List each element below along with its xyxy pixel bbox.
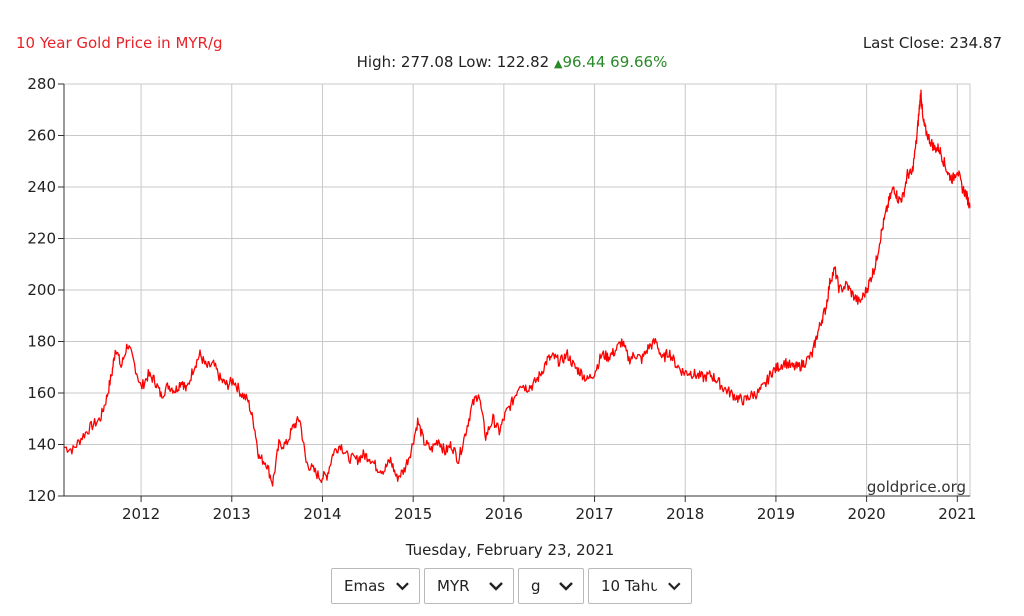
range-select-value: 10 Tahun (601, 577, 658, 595)
x-tick-label: 2018 (666, 505, 704, 523)
change-text: 96.44 69.66% (562, 53, 668, 71)
unit-select-value: g (531, 577, 541, 595)
y-tick-label: 240 (27, 178, 56, 196)
chevron-down-icon (559, 582, 573, 591)
y-tick-label: 140 (27, 436, 56, 454)
chart-plot (63, 89, 971, 487)
currency-select-value: MYR (437, 577, 470, 595)
up-triangle-icon: ▲ (553, 57, 563, 70)
x-tick-label: 2020 (848, 505, 886, 523)
chart-title: 10 Year Gold Price in MYR/g (16, 34, 223, 52)
metal-select[interactable]: Emas (331, 568, 420, 604)
date-label: Tuesday, February 23, 2021 (405, 541, 615, 559)
chart-grid (63, 83, 971, 497)
chevron-down-icon (668, 582, 681, 591)
last-close-label: Last Close: 234.87 (862, 34, 1002, 52)
price-chart: 120 140 160 180 200 220 240 260 280 2012 2013 2014… (27, 75, 976, 523)
chart-controls: Emas MYR g 10 Tahun (331, 568, 692, 604)
high-low-stats: High: 277.08 Low: 122.82 ▲96.44 69.66% (0, 53, 1024, 71)
chevron-down-icon (396, 582, 409, 591)
watermark-text: goldprice.org (867, 478, 966, 496)
x-tick-label: 2013 (213, 505, 251, 523)
y-tick-label: 180 (27, 333, 56, 351)
y-tick-label: 200 (27, 281, 56, 299)
range-select[interactable]: 10 Tahun (588, 568, 692, 604)
unit-select[interactable]: g (518, 568, 584, 604)
metal-select-value: Emas (344, 577, 386, 595)
x-tick-label: 2016 (485, 505, 523, 523)
x-tick-label: 2014 (303, 505, 341, 523)
price-series-line (63, 89, 971, 487)
y-tick-label: 260 (27, 127, 56, 145)
high-low-text: High: 277.08 Low: 122.82 (356, 53, 550, 71)
x-tick-label: 2017 (575, 505, 613, 523)
y-tick-label: 120 (27, 487, 56, 505)
y-tick-label: 220 (27, 230, 56, 248)
y-tick-label: 160 (27, 384, 56, 402)
x-tick-label: 2021 (938, 505, 976, 523)
x-tick-label: 2015 (394, 505, 432, 523)
x-tick-label: 2012 (122, 505, 160, 523)
y-axis-ticks: 120 140 160 180 200 220 240 260 280 (27, 75, 65, 505)
chevron-down-icon (489, 582, 503, 591)
x-axis-ticks: 2012 2013 2014 2015 2016 2017 2018 2019 2020 2021 (64, 495, 976, 523)
y-tick-label: 280 (27, 75, 56, 93)
x-tick-label: 2019 (757, 505, 795, 523)
currency-select[interactable]: MYR (424, 568, 514, 604)
